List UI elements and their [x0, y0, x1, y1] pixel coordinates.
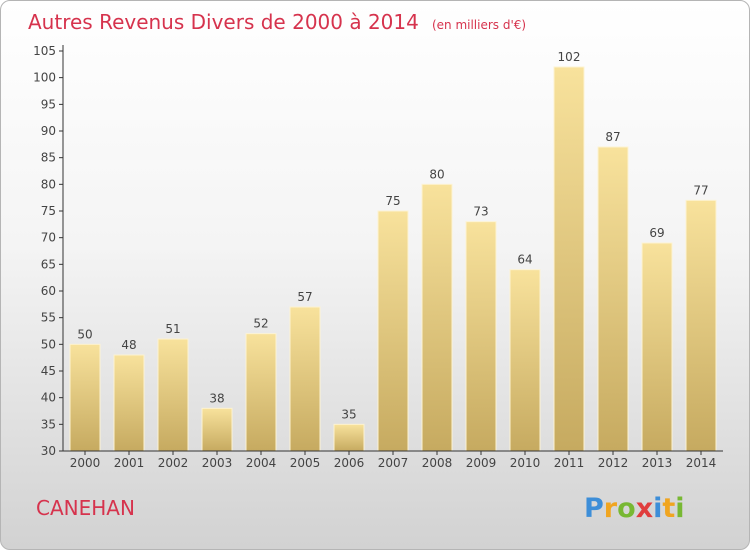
value-label: 35	[341, 407, 356, 421]
logo-letter: x	[636, 493, 653, 524]
x-tick-label: 2009	[466, 456, 497, 470]
y-axis: 30 35 40 45 50 55 60 65 70 75 80 85 90 95 100 105	[33, 44, 64, 458]
x-axis: 2000 2001 2002 2003 2004 2005 2006 2007 2008 2009…	[63, 450, 723, 470]
y-tick-label: 95	[41, 97, 56, 111]
y-tick-label: 50	[41, 337, 56, 351]
x-tick-label: 2006	[334, 456, 365, 470]
bar-2001	[113, 354, 145, 452]
bar-2005	[289, 306, 321, 452]
proxiti-logo: Proxiti	[584, 493, 685, 524]
bars-group: 50 48 51 38 52 57 35 75 80 73 64 102 87 69 77	[69, 50, 717, 452]
bar-2008	[421, 183, 453, 452]
y-tick-label: 65	[41, 257, 56, 271]
y-tick-label: 60	[41, 284, 56, 298]
logo-letter: P	[584, 493, 604, 524]
y-tick-label: 80	[41, 177, 56, 191]
logo-letter: t	[662, 493, 675, 524]
bar-2006	[333, 423, 365, 452]
y-tick-label: 105	[33, 44, 56, 58]
x-tick-label: 2003	[202, 456, 233, 470]
value-label: 50	[77, 327, 92, 341]
logo-letter: r	[604, 493, 618, 524]
bar-2010	[509, 269, 541, 452]
bar-2000	[69, 343, 101, 452]
value-label: 77	[693, 183, 708, 197]
bar-2007	[377, 210, 409, 452]
value-label: 102	[558, 50, 581, 64]
value-label: 64	[517, 253, 532, 267]
bar-2012	[597, 146, 629, 452]
bar-2009	[465, 221, 497, 452]
logo-letter: i	[653, 493, 662, 524]
chart-title: Autres Revenus Divers de 2000 à 2014 (en…	[28, 10, 526, 34]
y-tick-label: 30	[41, 444, 56, 458]
value-label: 48	[121, 338, 136, 352]
value-label: 52	[253, 317, 268, 331]
logo-letter: o	[617, 493, 636, 524]
x-tick-label: 2007	[378, 456, 409, 470]
x-tick-label: 2005	[290, 456, 321, 470]
x-tick-label: 2008	[422, 456, 453, 470]
bar-2002	[157, 338, 189, 452]
y-tick-label: 70	[41, 231, 56, 245]
value-label: 57	[297, 290, 312, 304]
y-tick-label: 55	[41, 311, 56, 325]
x-tick-label: 2000	[70, 456, 101, 470]
value-label: 73	[473, 205, 488, 219]
x-tick-label: 2013	[642, 456, 673, 470]
value-label: 75	[385, 194, 400, 208]
y-tick-label: 40	[41, 391, 56, 405]
x-tick-label: 2011	[554, 456, 585, 470]
y-tick-label: 45	[41, 364, 56, 378]
y-tick-label: 85	[41, 151, 56, 165]
y-tick-label: 90	[41, 124, 56, 138]
value-label: 87	[605, 130, 620, 144]
x-tick-label: 2014	[686, 456, 717, 470]
x-tick-label: 2004	[246, 456, 277, 470]
bar-2013	[641, 242, 673, 452]
y-tick-label: 100	[33, 71, 56, 85]
x-tick-label: 2002	[158, 456, 189, 470]
x-tick-label: 2001	[114, 456, 145, 470]
bar-2004	[245, 333, 277, 452]
value-label: 80	[429, 167, 444, 181]
bar-2003	[201, 407, 233, 452]
logo-letter: i	[675, 493, 684, 524]
chart-title-unit: (en milliers d'€)	[432, 18, 526, 32]
commune-name: CANEHAN	[36, 496, 135, 520]
bar-2014	[685, 199, 717, 452]
x-tick-label: 2010	[510, 456, 541, 470]
value-label: 51	[165, 322, 180, 336]
y-tick-label: 75	[41, 204, 56, 218]
chart-title-main: Autres Revenus Divers de 2000 à 2014	[28, 10, 419, 34]
x-tick-label: 2012	[598, 456, 629, 470]
value-label: 38	[209, 391, 224, 405]
y-tick-label: 35	[41, 417, 56, 431]
value-label: 69	[649, 226, 664, 240]
bar-2011	[553, 66, 585, 452]
